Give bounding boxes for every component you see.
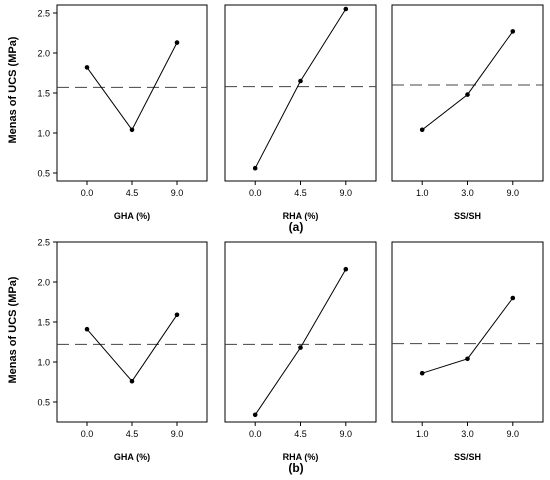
- series-line: [422, 297, 514, 374]
- data-point: [174, 40, 180, 45]
- x-tick-label: 4.5: [126, 429, 139, 439]
- data-point: [510, 295, 516, 301]
- data-point: [465, 356, 470, 362]
- panel-2: 0.0 4.5 9.0 RHA (%): [224, 4, 377, 221]
- data-point: [174, 312, 180, 318]
- x-axis-title: RHA (%): [283, 211, 319, 221]
- plot-frame: [56, 241, 208, 423]
- panel-6: 1.0 3.0 9.0 SS/SH: [391, 241, 544, 462]
- x-tick-label: 9.0: [507, 429, 520, 439]
- y-tick-label: 1.5: [37, 89, 50, 99]
- x-tick-label: 0.0: [81, 429, 94, 439]
- y-axis-title-b: Menas of UCS (MPa): [7, 276, 19, 383]
- x-axis-title: GHA (%): [114, 211, 150, 221]
- x-axis-title: GHA (%): [114, 452, 150, 462]
- x-tick-label: 9.0: [171, 188, 184, 198]
- x-tick-label: 0.0: [81, 188, 94, 198]
- row-label-a: (a): [289, 220, 304, 234]
- x-axis-title: SS/SH: [454, 452, 481, 462]
- y-axis-title-a: Menas of UCS (MPa): [7, 36, 19, 143]
- series-line: [254, 8, 347, 169]
- x-tick-label: 4.5: [294, 429, 307, 439]
- data-point: [510, 29, 516, 34]
- data-point: [129, 127, 135, 133]
- y-tick-label: 0.5: [37, 169, 50, 179]
- x-tick-label: 4.5: [294, 188, 307, 198]
- x-tick-label: 9.0: [340, 429, 353, 439]
- series-line: [86, 314, 178, 383]
- x-tick-label: 1.0: [416, 188, 429, 198]
- data-point: [252, 412, 258, 418]
- x-tick-label: 0.0: [249, 188, 262, 198]
- data-point: [84, 65, 90, 70]
- plot-frame: [224, 241, 377, 423]
- panel-3: 1.0 3.0 9.0 SS/SH: [391, 4, 544, 221]
- row-label-b: (b): [288, 461, 303, 475]
- panel-1: 0.5 1.0 1.5 2.0 2.5 0.0 4.5 9.0 GHA (%): [37, 4, 208, 221]
- plot-frame: [56, 4, 208, 182]
- panel-5: 0.0 4.5 9.0 RHA (%): [224, 241, 377, 462]
- y-tick-label: 1.5: [37, 318, 50, 328]
- x-axis-title: SS/SH: [454, 211, 481, 221]
- x-tick-label: 3.0: [461, 188, 474, 198]
- x-tick-label: 9.0: [340, 188, 353, 198]
- x-tick-label: 0.0: [249, 429, 262, 439]
- data-point: [298, 345, 303, 350]
- y-tick-label: 2.0: [37, 278, 50, 288]
- series-line: [421, 31, 514, 131]
- y-tick-label: 2.5: [37, 9, 50, 19]
- data-point: [298, 78, 303, 84]
- y-tick-label: 1.0: [37, 358, 50, 368]
- y-tick-label: 0.5: [37, 398, 50, 408]
- data-point: [343, 6, 349, 12]
- data-point: [129, 378, 135, 384]
- y-tick-label: 1.0: [37, 129, 50, 139]
- series-line: [254, 268, 347, 416]
- x-tick-label: 3.0: [461, 429, 474, 439]
- y-tick-label: 2.0: [37, 49, 50, 59]
- data-point: [84, 326, 90, 332]
- data-point: [419, 127, 425, 133]
- data-point: [465, 92, 470, 97]
- x-axis-title: RHA (%): [283, 452, 319, 462]
- data-point: [419, 370, 425, 376]
- x-tick-label: 1.0: [416, 429, 429, 439]
- x-tick-label: 9.0: [171, 429, 184, 439]
- data-point: [252, 165, 258, 171]
- x-tick-label: 9.0: [507, 188, 520, 198]
- panel-4: 0.5 1.0 1.5 2.0 2.5 0.0 4.5 9.0 GHA (%): [37, 238, 208, 462]
- plot-frame: [391, 241, 544, 423]
- x-tick-label: 4.5: [126, 188, 139, 198]
- chart-panels: 0.5 1.0 1.5 2.0 2.5 0.0 4.5 9.0 GHA (%) 0.0 4.5 9.0…: [37, 4, 544, 462]
- series-line: [86, 42, 178, 131]
- y-tick-label: 2.5: [37, 238, 50, 248]
- plot-frame: [224, 4, 377, 182]
- data-point: [343, 266, 349, 272]
